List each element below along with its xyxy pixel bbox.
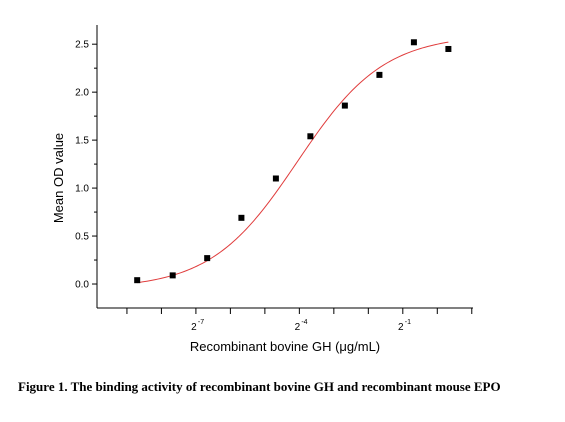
data-point: [307, 133, 314, 140]
x-tick-label: 2: [398, 322, 404, 333]
data-point: [410, 39, 417, 46]
data-point: [376, 71, 383, 78]
y-tick-label: 1.5: [75, 136, 89, 147]
data-point: [341, 102, 348, 109]
x-tick-label: 2: [295, 322, 301, 333]
x-tick-exponent: -4: [301, 319, 307, 326]
x-axis: 2 -7 2 -4 2 -1: [97, 307, 473, 333]
y-tick-label: 0.5: [75, 232, 89, 243]
data-point: [169, 272, 176, 279]
y-tick-label: 2.5: [75, 40, 89, 51]
y-tick-label: 0.0: [75, 280, 89, 291]
data-point: [204, 255, 211, 262]
data-point: [445, 45, 452, 52]
chart: 0.00.51.01.52.02.5 2 -7 2 -4 2 -1 Mean OD val…: [51, 25, 473, 354]
data-point: [134, 277, 141, 284]
y-axis-title: Mean OD value: [51, 133, 66, 223]
fit-curve-layer: [137, 41, 449, 284]
y-tick-label: 2.0: [75, 88, 89, 99]
x-tick-label: 2: [191, 322, 197, 333]
data-point: [272, 175, 279, 182]
y-tick-label: 1.0: [75, 184, 89, 195]
data-points-layer: [134, 39, 452, 284]
x-tick-exponent: -1: [405, 319, 411, 326]
fit-curve: [137, 41, 449, 284]
figure-caption: Figure 1. The binding activity of recomb…: [18, 379, 501, 394]
x-axis-title: Recombinant bovine GH (μg/mL): [190, 339, 380, 354]
y-axis: 0.0 0.5 1.0 1.5 2.0 2.5: [75, 25, 98, 308]
x-tick-exponent: -7: [198, 319, 204, 326]
data-point: [238, 214, 245, 221]
